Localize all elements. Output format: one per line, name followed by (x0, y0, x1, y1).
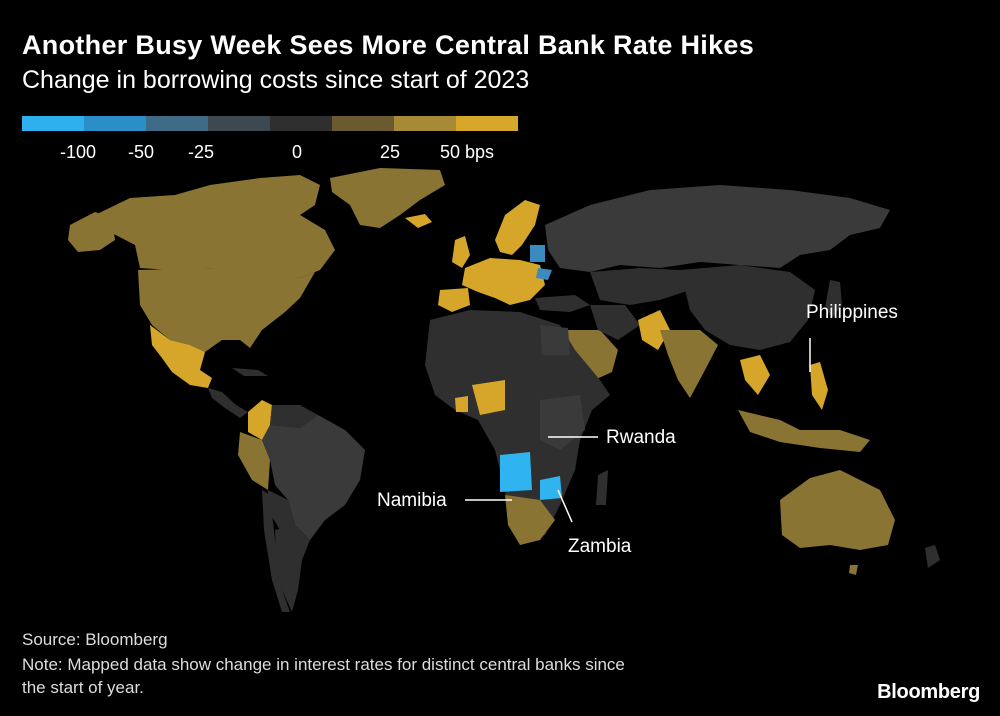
namibia-label: Namibia (377, 490, 447, 511)
iran (590, 305, 640, 340)
alaska (68, 212, 115, 252)
ghana (455, 396, 468, 412)
legend-swatch (456, 116, 518, 131)
iberia (438, 288, 470, 312)
bolivia (268, 490, 295, 530)
chart-title: Another Busy Week Sees More Central Bank… (22, 30, 755, 60)
australia (780, 470, 895, 550)
legend-swatch (22, 116, 84, 131)
ukraine (536, 268, 552, 280)
new-zealand (925, 545, 940, 568)
mexico (150, 325, 212, 388)
brazil (262, 415, 365, 540)
nigeria (472, 380, 505, 415)
legend-swatch (146, 116, 208, 131)
scandinavia (495, 200, 540, 255)
zambia-leader (557, 489, 573, 523)
iceland (405, 214, 432, 228)
eastern-europe-cut (530, 245, 545, 262)
russia (545, 185, 890, 272)
legend-swatch (208, 116, 270, 131)
note-line-2: the start of year. (22, 678, 144, 697)
legend-swatch (270, 116, 332, 131)
legend-label: 25 (380, 142, 401, 162)
canada (95, 175, 335, 278)
india (660, 330, 718, 398)
usa (138, 268, 315, 352)
madagascar (596, 470, 608, 505)
note-line-1: Note: Mapped data show change in interes… (22, 655, 625, 674)
rwanda-label: Rwanda (606, 427, 676, 448)
central-asia (590, 268, 690, 305)
legend-label: -25 (188, 142, 215, 162)
colombia (248, 400, 272, 440)
greenland (330, 168, 445, 228)
cuba (232, 368, 268, 376)
pakistan (638, 310, 670, 350)
zambia-label: Zambia (568, 536, 632, 557)
argentina (275, 525, 310, 612)
china (680, 265, 815, 350)
legend-swatch (394, 116, 456, 131)
source-text: Source: Bloomberg (22, 630, 168, 649)
zambia (540, 476, 562, 500)
legend-color-scale (22, 116, 518, 131)
south-africa (505, 495, 555, 545)
egypt (540, 325, 570, 355)
southeast-asia (740, 355, 770, 395)
peru (238, 432, 270, 490)
africa (425, 310, 610, 540)
legend-label: -100 (60, 142, 97, 162)
venezuela (270, 405, 318, 428)
legend-swatch (84, 116, 146, 131)
legend-label: 0 (292, 142, 303, 162)
philippines (810, 362, 828, 410)
chart-subtitle: Change in borrowing costs since start of… (22, 66, 530, 94)
indonesia (738, 410, 870, 452)
legend-label: 50 bps (440, 142, 495, 162)
uk (452, 236, 470, 268)
world-map: Philippines Rwanda Namibia Zambia (68, 168, 940, 612)
western-europe (462, 258, 545, 305)
legend-swatch (332, 116, 394, 131)
turkey (535, 295, 590, 312)
japan (825, 280, 842, 318)
tasmania (849, 565, 858, 575)
central-america (208, 388, 248, 418)
philippines-label: Philippines (806, 302, 898, 323)
angola-namibia (500, 452, 532, 492)
legend-label: -50 (128, 142, 155, 162)
bloomberg-logo: Bloomberg (877, 681, 980, 703)
